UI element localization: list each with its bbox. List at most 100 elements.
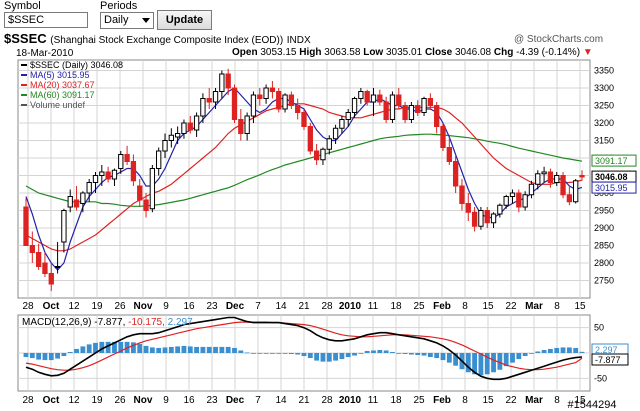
candle-body [339,119,345,129]
macd-histogram-bar [137,343,143,353]
chevron-down-icon [142,18,150,23]
date-label: 14 [275,301,287,312]
candle-body [288,94,295,106]
price-tag: 3015.95 [595,183,628,193]
macd-histogram-bar [213,346,218,353]
candle-body [535,173,541,185]
macd-tag-box [591,353,629,366]
macd-histogram-bar [326,353,332,362]
date-label: 15 [482,395,494,406]
chart-date: 18-Mar-2010 [16,48,74,59]
date-label: 22 [505,395,517,406]
candle-body [231,87,238,120]
macd-histogram-bar [238,350,244,353]
candle-body [547,171,554,183]
macd-histogram-bar [181,345,187,353]
date-label: 11 [368,395,379,406]
copyright: @ StockCharts.com [514,34,604,45]
macd-histogram-bar [270,353,275,354]
date-label: Dec [226,395,245,406]
macd-tick-label: -50 [594,373,607,383]
update-button[interactable]: Update [157,10,212,30]
candle-body [105,171,111,180]
macd-histogram-bar [67,351,73,353]
price-tick-label: 3350 [594,66,614,76]
candle-body [566,194,573,203]
macd-histogram-bar [345,353,351,358]
macd-legend: MACD(12,26,9) -7.877, -10.175, 2.297 [22,317,193,328]
chart-title: $SSEC (Shanghai Stock Exchange Composite… [4,31,311,46]
date-label: 23 [206,395,218,406]
title-ticker: $SSEC [4,31,47,46]
candle-body [478,210,484,227]
ma60-line [25,133,583,207]
candle-body [174,133,181,138]
symbol-label: Symbol [4,0,41,12]
watermark: #1544294 [568,399,617,411]
date-label: 15 [482,301,494,312]
price-tag-box [591,181,637,194]
macd-signal-line [25,321,583,371]
candle-body [383,101,389,120]
macd-histogram-bar [465,353,471,373]
macd-histogram-bar [257,353,263,354]
macd-histogram-bar [86,344,92,353]
date-label: 15 [574,395,586,406]
price-tick-label: 3250 [594,101,614,111]
symbol-input[interactable] [4,12,88,28]
candle-body [446,147,452,162]
candle-body [573,180,579,203]
macd-histogram-bar [175,346,181,353]
macd-histogram-bar [352,353,357,356]
price-tick-label: 2750 [594,276,614,286]
candle-body [554,175,560,183]
macd-histogram-bar [548,348,553,353]
candle-body [99,171,105,176]
date-label: 8 [462,395,468,406]
macd-histogram-bar [421,353,427,356]
candle-body [92,175,99,183]
candle-body [396,94,402,106]
macd-histogram-bar [143,345,149,353]
candle-body [351,98,358,113]
macd-histogram-bar [377,349,383,353]
macd-histogram-bar [472,353,477,375]
candle-body [149,168,156,210]
candle-body [440,126,446,148]
ohlc-open-value: 3053.15 [260,47,300,58]
macd-histogram-bar [566,347,572,353]
price-tick-label: 2800 [594,258,614,268]
macd-histogram-bar [440,353,446,361]
candle-body [434,105,440,127]
price-tick-label: 3150 [594,136,614,146]
macd-histogram-bar [396,353,402,354]
candle-body [358,91,364,99]
date-label: 8 [462,301,468,312]
date-label: Feb [433,301,451,312]
macd-histogram-bar [187,346,193,353]
date-label: 28 [22,395,34,406]
ohlc-close-value: 3046.08 [454,47,494,58]
date-label: 22 [505,301,517,312]
candle-body [162,140,168,152]
title-exchange: INDX [286,35,311,46]
date-label: Oct [43,395,60,406]
candle-body [490,213,497,224]
legend-entry: MA(60) 3091.17 [30,90,95,100]
macd-histogram-bar [194,346,199,353]
macd-histogram-bar [168,346,174,353]
candle-body [427,98,434,106]
macd-histogram-bar [244,352,250,354]
macd-histogram-bar [61,353,67,357]
candle-body [370,94,377,103]
ohlc-open-label: Open [232,47,261,58]
period-select[interactable]: Daily [100,12,154,29]
candle-body [484,210,490,224]
date-label: 8 [554,301,560,312]
date-label: Mar [525,395,543,406]
macd-histogram-bar [42,353,48,361]
macd-histogram-bar [364,350,370,353]
macd-histogram-bar [339,353,345,360]
macd-histogram-bar [415,353,421,356]
